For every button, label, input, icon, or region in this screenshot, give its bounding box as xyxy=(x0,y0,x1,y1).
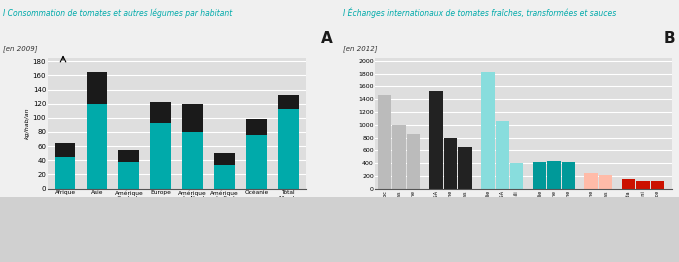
Bar xyxy=(481,72,494,189)
Text: [en 2012]: [en 2012] xyxy=(343,46,378,52)
Bar xyxy=(182,132,203,189)
Bar xyxy=(562,162,575,189)
Bar xyxy=(458,147,472,189)
Bar xyxy=(378,95,391,189)
Bar xyxy=(55,143,75,157)
Bar xyxy=(118,162,139,189)
Text: A: A xyxy=(321,31,333,46)
Bar xyxy=(150,102,171,123)
Bar xyxy=(430,91,443,189)
Legend: Tomate, Autres légumes: Tomate, Autres légumes xyxy=(112,221,241,237)
Bar xyxy=(622,179,635,189)
Bar xyxy=(87,72,107,104)
Bar xyxy=(636,181,650,189)
Bar xyxy=(87,104,107,189)
Bar xyxy=(246,135,267,189)
Bar xyxy=(278,95,299,109)
Bar xyxy=(650,181,664,189)
Bar xyxy=(533,162,547,189)
Bar xyxy=(246,119,267,135)
Bar xyxy=(55,157,75,189)
Bar xyxy=(150,123,171,189)
Text: I Échanges internationaux de tomates fraîches, transformées et sauces: I Échanges internationaux de tomates fra… xyxy=(343,8,616,18)
Text: [en 2009]: [en 2009] xyxy=(3,46,38,52)
Text: I Consommation de tomates et autres légumes par habitant: I Consommation de tomates et autres légu… xyxy=(3,9,233,18)
Bar xyxy=(599,174,612,189)
Bar xyxy=(547,161,561,189)
Bar xyxy=(118,150,139,162)
Bar xyxy=(444,138,458,189)
Bar xyxy=(510,163,524,189)
Bar xyxy=(496,121,509,189)
Bar xyxy=(392,125,406,189)
Bar xyxy=(182,104,203,132)
Bar xyxy=(278,109,299,189)
Y-axis label: kg/hab/an: kg/hab/an xyxy=(25,107,30,139)
Text: B: B xyxy=(664,31,676,46)
Bar xyxy=(214,165,235,189)
Bar xyxy=(585,173,598,189)
Bar xyxy=(407,134,420,189)
Bar xyxy=(214,152,235,165)
Legend: Export
Fraîches, Import
Fraîches, Export
Transformées, Import
Transformées, Expo: Export Fraîches, Import Fraîches, Export… xyxy=(407,220,641,236)
